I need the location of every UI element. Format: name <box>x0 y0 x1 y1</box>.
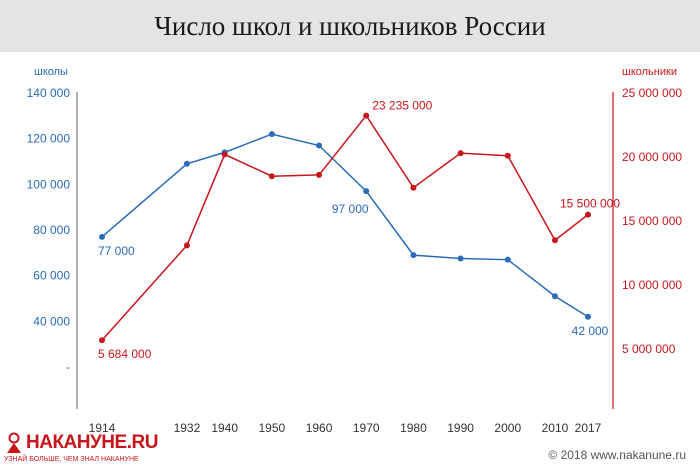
x-tick-label: 2000 <box>494 421 521 435</box>
students-data-point <box>183 242 190 249</box>
schools-data-point <box>504 256 511 263</box>
students-data-point <box>221 151 228 158</box>
schools-data-point <box>183 160 190 167</box>
students-data-point <box>268 173 275 180</box>
left-tick-label: 120 000 <box>27 132 71 146</box>
x-tick-label: 1950 <box>259 421 286 435</box>
left-axis-title: школы <box>34 66 68 78</box>
students-data-point <box>316 171 323 178</box>
students-data-point <box>551 237 558 244</box>
x-tick-label: 1980 <box>400 421 427 435</box>
schools-data-label: 97 000 <box>332 202 369 216</box>
left-tick-label: 140 000 <box>27 86 71 100</box>
x-tick-label: 2017 <box>575 421 602 435</box>
x-tick-label: 2010 <box>542 421 569 435</box>
schools-data-point <box>316 142 323 149</box>
schools-data-label: 77 000 <box>98 244 135 258</box>
right-tick-label: 25 000 000 <box>622 86 682 100</box>
students-data-label: 5 684 000 <box>98 347 152 361</box>
schools-data-point <box>585 313 591 320</box>
left-tick-label: - <box>66 360 70 374</box>
students-data-point <box>504 152 511 159</box>
x-tick-label: 1940 <box>211 421 238 435</box>
x-tick-label: 1970 <box>353 421 380 435</box>
schools-data-point <box>99 233 105 240</box>
right-tick-label: 15 000 000 <box>622 214 682 228</box>
students-data-point <box>363 112 370 119</box>
right-tick-label: 20 000 000 <box>622 150 682 164</box>
students-data-point <box>585 211 591 218</box>
x-tick-label: 1914 <box>89 421 116 435</box>
page-title: Число школ и школьников России <box>154 11 546 41</box>
students-data-point <box>410 184 417 191</box>
right-tick-label: 5 000 000 <box>622 342 676 356</box>
logo-mark-icon <box>7 432 21 453</box>
x-tick-label: 1990 <box>447 421 474 435</box>
schools-data-point <box>363 188 370 195</box>
students-data-label: 15 500 000 <box>560 197 620 211</box>
schools-series-line <box>101 133 589 318</box>
schools-data-point <box>551 293 558 300</box>
left-tick-label: 80 000 <box>33 223 70 237</box>
logo-name: НАКАНУНЕ.RU <box>26 432 158 453</box>
students-data-point <box>457 150 464 157</box>
left-tick-label: 40 000 <box>33 314 70 328</box>
students-data-label: 23 235 000 <box>372 99 432 113</box>
schools-data-point <box>410 252 417 259</box>
right-axis-title: школьники <box>622 66 677 78</box>
students-series-line <box>101 114 589 341</box>
schools-data-label: 42 000 <box>572 324 609 338</box>
students-data-point <box>99 337 105 344</box>
x-tick-label: 1932 <box>174 421 201 435</box>
logo-tagline: УЗНАЙ БОЛЬШЕ, ЧЕМ ЗНАЛ НАКАНУНЕ <box>4 456 139 463</box>
schools-data-point <box>268 131 275 138</box>
x-tick-label: 1960 <box>306 421 333 435</box>
schools-data-point <box>457 255 464 262</box>
title-bar <box>0 0 700 52</box>
logo[interactable]: НАКАНУНЕ.RU УЗНАЙ БОЛЬШЕ, ЧЕМ ЗНАЛ НАКАН… <box>4 432 158 472</box>
left-tick-label: 100 000 <box>27 177 71 191</box>
copyright-text: © 2018 www.nakanune.ru <box>548 448 686 462</box>
right-tick-label: 10 000 000 <box>622 278 682 292</box>
left-tick-label: 60 000 <box>33 269 70 283</box>
